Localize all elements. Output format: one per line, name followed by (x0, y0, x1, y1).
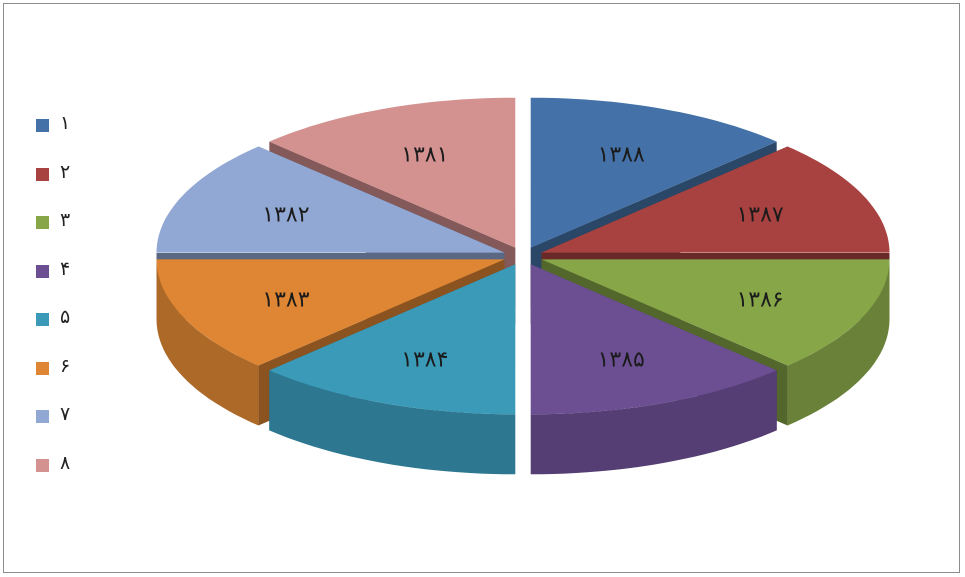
slice-label-1: ۱۳۸۸ (598, 142, 645, 167)
legend-label-5: ۵ (60, 306, 71, 328)
legend-label-4: ۴ (60, 257, 71, 280)
pie-slice-5-outer-wall (269, 370, 516, 475)
legend-label-8: ۸ (60, 451, 71, 474)
pie-slice-3-top (541, 259, 890, 366)
pie-slice-2-top (541, 146, 890, 253)
pie-slice-1-top (530, 97, 777, 248)
pie-slice-5-top (269, 264, 516, 415)
legend-label-3: ۳ (60, 209, 71, 231)
legend-swatch-6 (36, 361, 49, 375)
legend-swatch-7 (36, 410, 49, 423)
pie-slice-8-top (269, 97, 516, 248)
legend-label-6: ۶ (60, 354, 71, 377)
slice-label-4: ۱۳۸۵ (598, 348, 645, 373)
pie-slice-7-top (156, 146, 505, 253)
chart-frame: ۱۳۸۸ ۱۳۸۷ ۱۳۸۶ ۱۳۸۵ ۱۳۸۴ ۱۳۸۳ ۱۳۸۲ ۱۳۸۱ ۱ ۲ ۳ ۴… (3, 3, 960, 573)
slice-label-3: ۱۳۸۶ (736, 288, 783, 313)
pie-slice-3-outer-wall (787, 259, 890, 426)
pie-slice-4 (530, 264, 777, 475)
slice-label-7: ۱۳۸۲ (262, 203, 309, 228)
pie-slice-5 (269, 264, 516, 475)
legend-swatch-4 (36, 264, 49, 278)
legend-label-2: ۲ (60, 160, 71, 183)
legend-label-7: ۷ (60, 403, 71, 425)
slice-label-5: ۱۳۸۴ (401, 348, 448, 373)
legend-swatch-8 (36, 458, 49, 472)
slice-label-2: ۱۳۸۷ (736, 203, 783, 228)
legend-swatch-1 (36, 119, 49, 132)
pie-slice-4-top (530, 264, 777, 415)
slice-label-6: ۱۳۸۳ (262, 288, 309, 313)
pie-slice-4-outer-wall (530, 370, 777, 475)
legend-swatch-3 (36, 216, 49, 229)
slice-label-8: ۱۳۸۱ (401, 142, 448, 167)
legend-swatch-2 (36, 167, 49, 181)
legend-swatch-5 (36, 313, 49, 326)
pie-chart: ۱۳۸۸ ۱۳۸۷ ۱۳۸۶ ۱۳۸۵ ۱۳۸۴ ۱۳۸۳ ۱۳۸۲ ۱۳۸۱ (156, 97, 890, 475)
legend-label-1: ۱ (60, 112, 71, 134)
pie-slice-6-top (156, 259, 505, 366)
pie-slice-6-outer-wall (156, 259, 259, 426)
